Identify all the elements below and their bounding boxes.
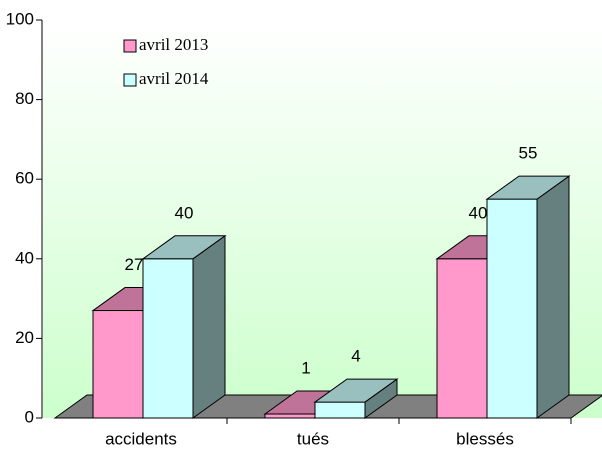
- data-label: 40: [469, 203, 488, 222]
- data-label: 55: [519, 144, 538, 163]
- bar-top: [313, 378, 399, 403]
- y-tick-label: 40: [15, 248, 34, 267]
- bar: [486, 198, 538, 419]
- bar-top: [485, 175, 571, 200]
- legend-label: avril 2014: [139, 69, 209, 88]
- bar-side: [192, 234, 226, 419]
- y-tick-label: 20: [15, 328, 34, 347]
- bar-top: [141, 235, 227, 260]
- bar: [92, 310, 144, 419]
- bar: [264, 413, 316, 419]
- bar-side: [536, 175, 570, 419]
- legend-label: avril 2013: [139, 35, 208, 54]
- x-tick-label: accidents: [105, 429, 177, 448]
- y-tick-label: 100: [6, 9, 34, 28]
- x-tick-label: blessés: [456, 429, 514, 448]
- x-tick-label: tués: [297, 429, 329, 448]
- bar: [436, 258, 488, 419]
- y-tick-label: 0: [25, 407, 34, 426]
- legend-swatch: [123, 39, 137, 53]
- data-label: 27: [125, 255, 144, 274]
- bar: [314, 401, 366, 419]
- data-label: 1: [301, 359, 310, 378]
- data-label: 40: [175, 203, 194, 222]
- bar: [142, 258, 194, 419]
- y-tick-label: 60: [15, 169, 34, 188]
- data-label: 4: [351, 347, 360, 366]
- y-tick-label: 80: [15, 89, 34, 108]
- legend-swatch: [123, 73, 137, 87]
